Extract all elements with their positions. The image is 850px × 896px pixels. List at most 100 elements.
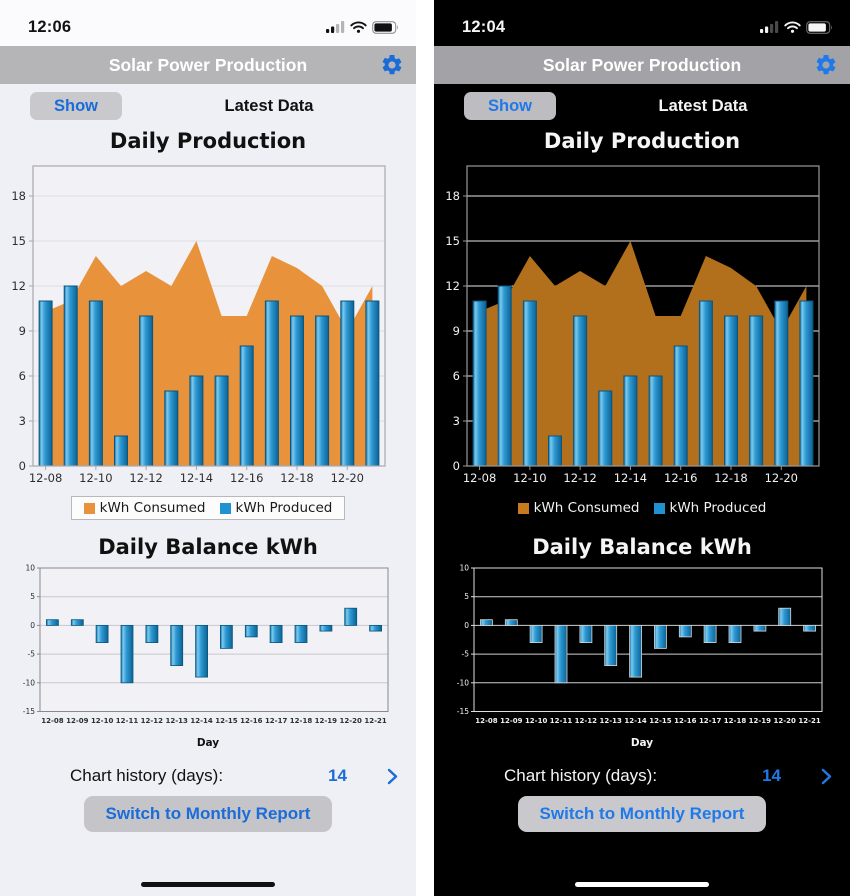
chart-history-value[interactable]: 14 — [762, 766, 781, 785]
consumed-legend-swatch — [83, 502, 95, 514]
svg-text:12-08: 12-08 — [475, 717, 498, 725]
toolbar: Show Latest Data — [0, 92, 416, 120]
switch-monthly-report-button[interactable]: Switch to Monthly Report — [518, 796, 766, 832]
svg-text:-10: -10 — [457, 678, 469, 687]
svg-text:12-15: 12-15 — [215, 717, 238, 725]
battery-icon — [372, 20, 398, 34]
app-title: Solar Power Production — [108, 54, 308, 75]
svg-text:3: 3 — [453, 414, 460, 428]
svg-text:10: 10 — [459, 564, 469, 573]
svg-text:15: 15 — [445, 234, 460, 248]
daily-production-chart: 0 3 6 9 12 15 18 12-08 12-10 12-12 12-14 12-16 12-18… — [445, 165, 820, 485]
svg-text:12-10: 12-10 — [79, 471, 112, 485]
consumed-legend-label: kWh Consumed — [533, 500, 640, 516]
svg-text:12-09: 12-09 — [500, 717, 523, 725]
svg-text:-5: -5 — [28, 650, 36, 659]
svg-text:12-18: 12-18 — [290, 717, 313, 725]
show-button[interactable]: Show — [30, 92, 122, 120]
svg-text:18: 18 — [445, 189, 460, 203]
chart-history-label: Chart history (days): — [70, 766, 224, 785]
chart-history-row[interactable]: Chart history (days): 14 — [434, 764, 850, 788]
svg-text:0: 0 — [453, 459, 460, 473]
svg-text:12-16: 12-16 — [230, 471, 263, 485]
chart-history-label: Chart history (days): — [504, 766, 658, 785]
switch-monthly-report-button[interactable]: Switch to Monthly Report — [84, 796, 332, 832]
svg-text:12: 12 — [445, 279, 460, 293]
balance-x-axis-label: Day — [196, 737, 220, 749]
toolbar: Show Latest Data — [434, 92, 850, 120]
settings-gear-icon[interactable] — [380, 53, 404, 77]
svg-text:12-17: 12-17 — [699, 717, 722, 725]
cellular-signal-icon — [760, 21, 779, 33]
consumed-legend-label: kWh Consumed — [99, 500, 206, 516]
phone-screen-light: 12:06 — [0, 0, 416, 896]
latest-data-label: Latest Data — [224, 96, 314, 115]
wifi-icon — [784, 21, 801, 33]
svg-text:12-09: 12-09 — [66, 717, 89, 725]
status-time: 12:04 — [462, 17, 506, 36]
produced-legend-swatch — [219, 502, 231, 514]
svg-text:12-16: 12-16 — [674, 717, 697, 725]
chevron-right-icon[interactable] — [387, 768, 398, 785]
svg-text:12-17: 12-17 — [265, 717, 288, 725]
svg-text:12-14: 12-14 — [180, 471, 213, 485]
status-icons — [326, 20, 400, 34]
chart-history-value[interactable]: 14 — [328, 766, 347, 785]
chevron-right-icon[interactable] — [821, 768, 832, 785]
svg-text:18: 18 — [11, 189, 26, 203]
svg-text:12-20: 12-20 — [765, 471, 798, 485]
status-bar: 12:04 — [434, 0, 850, 46]
svg-text:12-20: 12-20 — [774, 717, 797, 725]
svg-text:12-19: 12-19 — [315, 717, 338, 725]
svg-text:15: 15 — [11, 234, 26, 248]
svg-text:-10: -10 — [23, 678, 35, 687]
svg-text:5: 5 — [30, 592, 35, 601]
svg-text:12-12: 12-12 — [563, 471, 596, 485]
svg-text:0: 0 — [464, 621, 469, 630]
svg-text:12-21: 12-21 — [364, 717, 387, 725]
svg-text:12-14: 12-14 — [624, 717, 647, 725]
chart-history-row[interactable]: Chart history (days): 14 — [0, 764, 416, 788]
app-header: Solar Power Production — [0, 46, 416, 84]
balance-chart-title: Daily Balance kWh — [532, 535, 752, 559]
status-icons — [760, 20, 834, 34]
chart-legend: kWh Consumed kWh Produced — [70, 496, 346, 520]
production-chart-title: Daily Production — [543, 129, 741, 153]
home-indicator[interactable] — [575, 882, 709, 887]
svg-text:12-14: 12-14 — [190, 717, 213, 725]
svg-text:12-11: 12-11 — [550, 717, 573, 725]
svg-text:12-18: 12-18 — [714, 471, 747, 485]
svg-text:6: 6 — [453, 369, 460, 383]
settings-gear-icon[interactable] — [814, 53, 838, 77]
svg-text:12-12: 12-12 — [575, 717, 598, 725]
status-time: 12:06 — [28, 17, 72, 36]
battery-icon — [806, 20, 832, 34]
home-indicator[interactable] — [141, 882, 275, 887]
svg-text:12-14: 12-14 — [614, 471, 647, 485]
svg-text:12-10: 12-10 — [91, 717, 114, 725]
svg-text:12-11: 12-11 — [116, 717, 139, 725]
daily-production-chart: 0 3 6 9 12 15 18 12-08 12-10 12-12 12-14 12-16 12-18… — [11, 165, 386, 485]
phone-screen-dark: 12:04 — [434, 0, 850, 896]
show-button[interactable]: Show — [464, 92, 556, 120]
svg-text:3: 3 — [19, 414, 26, 428]
consumed-legend-swatch — [517, 502, 529, 514]
svg-text:12-10: 12-10 — [525, 717, 548, 725]
svg-text:12-12: 12-12 — [129, 471, 162, 485]
svg-text:9: 9 — [19, 324, 26, 338]
svg-text:-15: -15 — [457, 707, 469, 716]
svg-text:12-16: 12-16 — [664, 471, 697, 485]
svg-text:12-16: 12-16 — [240, 717, 263, 725]
svg-text:12-20: 12-20 — [331, 471, 364, 485]
app-header: Solar Power Production — [434, 46, 850, 84]
app-title: Solar Power Production — [542, 54, 742, 75]
produced-legend-swatch — [653, 502, 665, 514]
svg-text:12-18: 12-18 — [724, 717, 747, 725]
production-chart-title: Daily Production — [109, 129, 307, 153]
svg-text:0: 0 — [19, 459, 26, 473]
svg-text:12-08: 12-08 — [463, 471, 496, 485]
svg-text:12-13: 12-13 — [166, 717, 189, 725]
svg-text:12-12: 12-12 — [141, 717, 164, 725]
